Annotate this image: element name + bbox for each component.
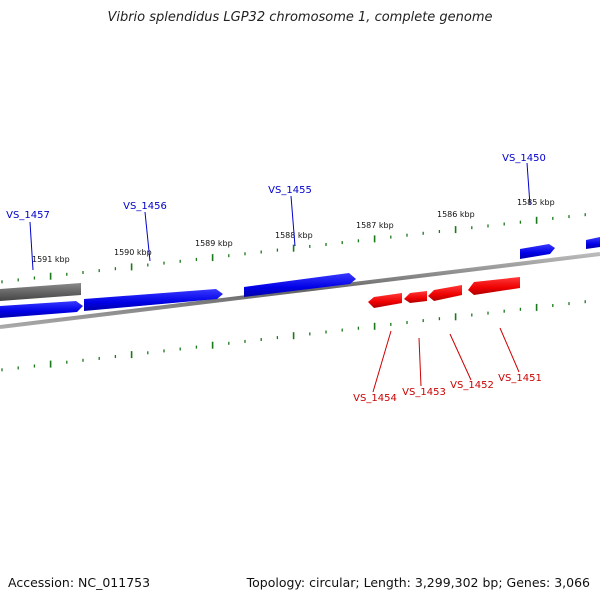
gene-label-vs-1451: VS_1451 [498, 373, 542, 384]
gene-arrow-vs-1456 [84, 289, 223, 311]
callout-line-vs-1450 [526, 162, 531, 206]
callout-line-vs-1455 [290, 195, 296, 247]
gene-label-vs-1457: VS_1457 [6, 210, 50, 221]
callout-line-vs-1453 [418, 337, 422, 387]
kbp-label-1590: 1590 kbp [114, 248, 152, 257]
feature-bar-grey [0, 283, 81, 301]
kbp-label-1591: 1591 kbp [32, 255, 70, 264]
kbp-label-1586: 1586 kbp [437, 210, 475, 219]
callout-line-vs-1454 [372, 330, 392, 393]
gene-arrow-vs-1457 [0, 301, 83, 318]
callout-line-vs-1452 [449, 333, 472, 381]
gene-arrow-vs-1455 [244, 273, 356, 297]
gene-arrow-vs-1454 [368, 293, 402, 308]
gene-arrow-offscreen [586, 237, 600, 249]
gene-labels: VS_1457 VS_1456 VS_1455 VS_1450 VS_1454 … [6, 153, 546, 404]
scale-ticks-bottom [1, 300, 586, 372]
callout-line-vs-1456 [144, 211, 151, 262]
gene-label-vs-1450: VS_1450 [502, 153, 546, 164]
callout-line-vs-1457 [29, 221, 34, 271]
scale-ticks-top [1, 213, 586, 284]
callout-line-vs-1451 [499, 327, 520, 373]
gene-label-vs-1452: VS_1452 [450, 380, 494, 391]
kbp-label-1585: 1585 kbp [517, 198, 555, 207]
genome-summary: Topology: circular; Length: 3,299,302 bp… [246, 575, 590, 590]
gene-arrow-vs-1453 [404, 291, 427, 303]
kbp-label-1589: 1589 kbp [195, 239, 233, 248]
gene-label-vs-1455: VS_1455 [268, 185, 312, 196]
gene-label-vs-1454: VS_1454 [353, 393, 397, 404]
gene-arrow-vs-1452 [428, 285, 462, 301]
accession-number: Accession: NC_011753 [8, 575, 151, 590]
map-title: Vibrio splendidus LGP32 chromosome 1, co… [107, 10, 493, 25]
gene-arrow-vs-1450 [520, 244, 555, 259]
reverse-genes [368, 277, 520, 308]
gene-label-vs-1456: VS_1456 [123, 201, 167, 212]
gene-callouts [29, 162, 531, 393]
forward-genes [0, 237, 600, 318]
genome-backbone [0, 252, 600, 329]
gene-label-vs-1453: VS_1453 [402, 387, 446, 398]
gene-arrow-vs-1451 [468, 277, 520, 295]
kbp-label-1587: 1587 kbp [356, 221, 394, 230]
